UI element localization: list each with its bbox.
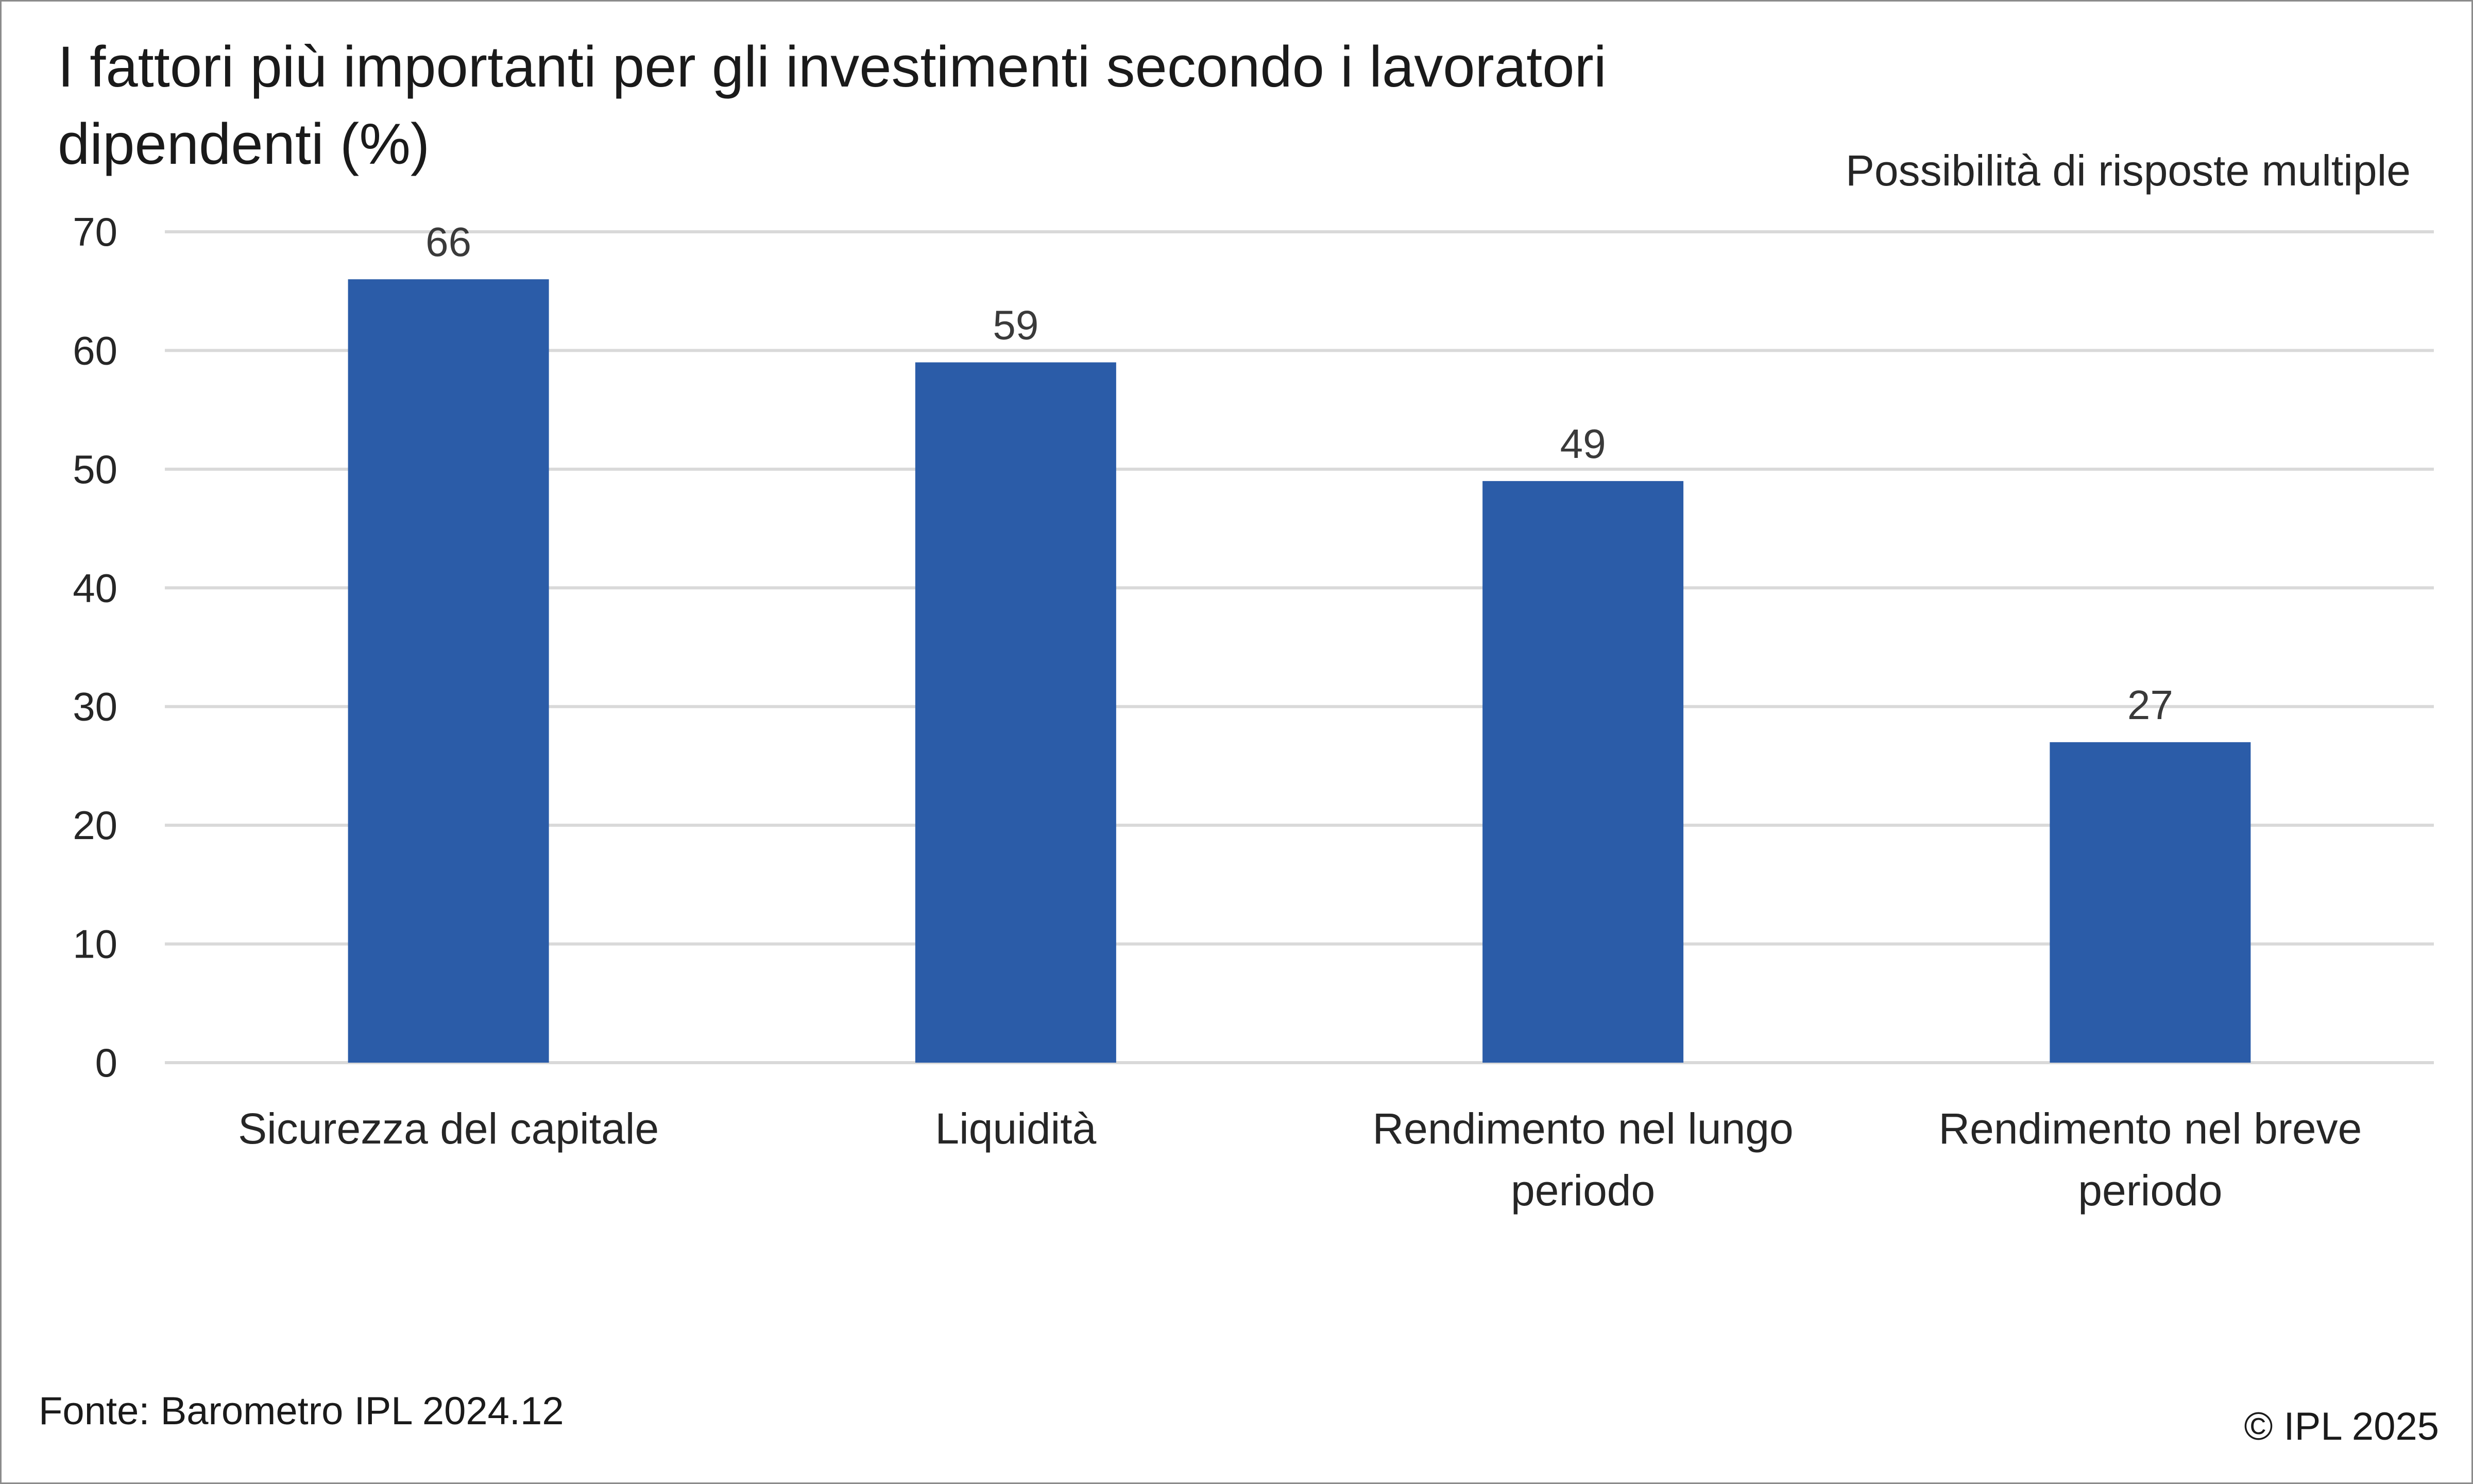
chart-title-line: I fattori più importanti per gli investi…: [58, 35, 1607, 99]
bar-value-label: 27: [2127, 682, 2173, 728]
category-label: Sicurezza del capitale: [238, 1104, 659, 1153]
category-label: Liquidità: [935, 1104, 1096, 1153]
copyright-note: © IPL 2025: [2244, 1405, 2439, 1448]
chart-title-line: dipendenti (%): [58, 112, 430, 176]
bar-value-label: 66: [425, 219, 471, 265]
bar: [1482, 481, 1684, 1063]
chart-subtitle: Possibilità di risposte multiple: [1846, 146, 2411, 195]
bars: [348, 279, 2251, 1063]
y-axis-ticks: 0 10 20 30 40 50 60 70: [73, 209, 117, 1085]
category-label: Rendimento nel lungo: [1373, 1104, 1794, 1153]
source-note: Fonte: Barometro IPL 2024.12: [39, 1389, 564, 1433]
chart-title: I fattori più importanti per gli investi…: [58, 35, 1607, 176]
y-tick-label: 50: [73, 447, 117, 492]
y-tick-label: 40: [73, 565, 117, 610]
y-tick-label: 70: [73, 209, 117, 254]
bar: [915, 362, 1116, 1063]
bar: [2050, 742, 2251, 1063]
bar: [348, 279, 549, 1063]
category-label: Rendimento nel breve: [1938, 1104, 2362, 1153]
y-tick-label: 20: [73, 803, 117, 848]
x-axis-categories: Sicurezza del capitale Liquidità Rendiment…: [238, 1104, 2362, 1215]
y-tick-label: 10: [73, 922, 117, 967]
bar-value-label: 49: [1560, 421, 1606, 467]
y-tick-label: 30: [73, 684, 117, 729]
data-labels: 66 59 49 27: [425, 219, 2173, 728]
y-tick-label: 0: [95, 1040, 117, 1085]
y-tick-label: 60: [73, 328, 117, 373]
category-label: periodo: [2078, 1166, 2222, 1215]
category-label: periodo: [1511, 1166, 1655, 1215]
bar-value-label: 59: [993, 302, 1038, 348]
